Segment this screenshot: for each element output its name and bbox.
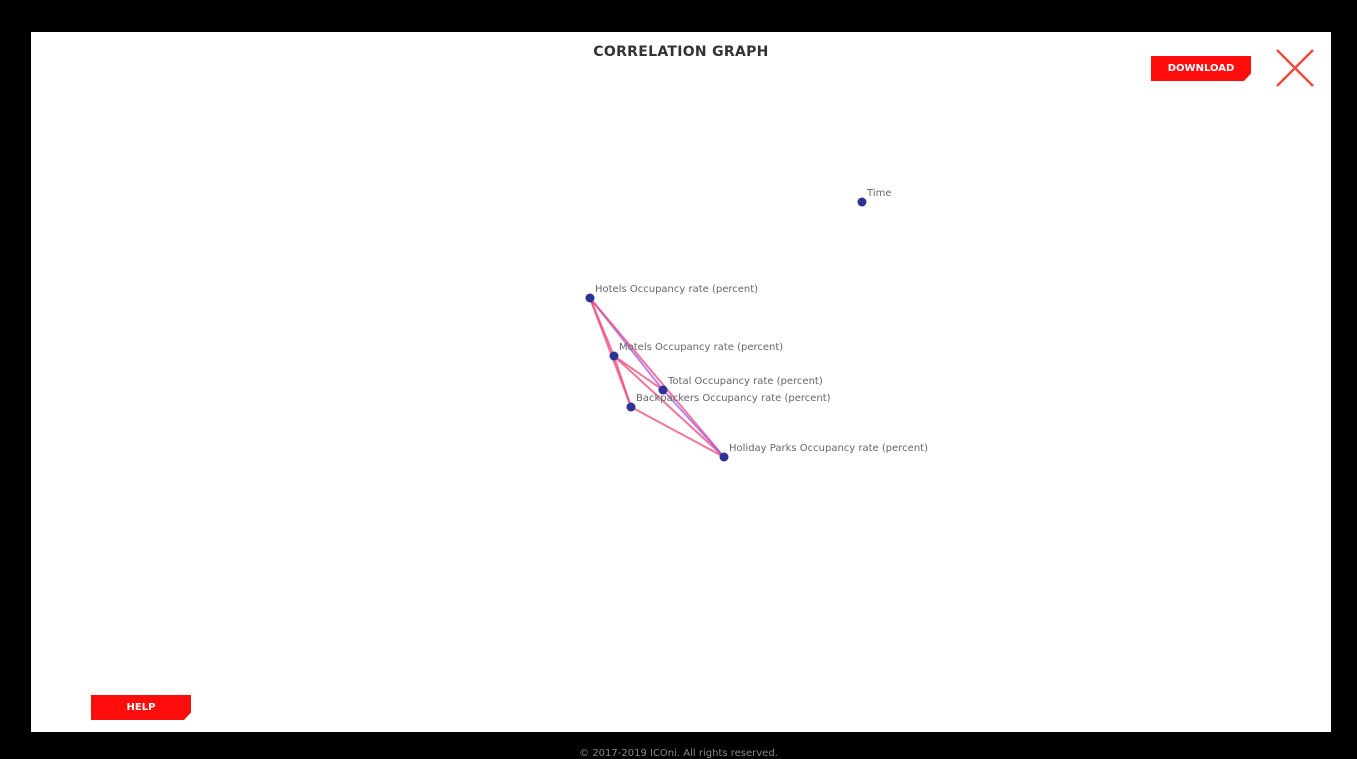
graph-edge-motels-total — [613, 355, 664, 391]
graph-node-label-hotels: Hotels Occupancy rate (percent) — [595, 284, 758, 295]
graph-node-backpackers[interactable] — [626, 402, 636, 412]
graph-node-total[interactable] — [658, 385, 668, 395]
graph-node-label-holiday: Holiday Parks Occupancy rate (percent) — [729, 443, 928, 454]
graph-edge-total-holiday — [662, 389, 725, 458]
graph-edge-hotels-holiday — [589, 297, 725, 458]
correlation-graph-modal: CORRELATION GRAPH DOWNLOAD Time Hotels Oc… — [31, 32, 1331, 732]
correlation-graph: Time Hotels Occupancy rate (percent) Motel… — [585, 188, 928, 462]
graph-node-label-backpackers: Backpackers Occupancy rate (percent) — [636, 393, 831, 404]
graph-node-label-time: Time — [866, 188, 891, 199]
help-button[interactable]: HELP — [91, 695, 191, 720]
download-button[interactable]: DOWNLOAD — [1151, 56, 1251, 81]
graph-node-holiday[interactable] — [719, 452, 729, 462]
graph-node-time[interactable] — [857, 197, 867, 207]
graph-node-label-motels: Motels Occupancy rate (percent) — [619, 342, 783, 353]
close-icon[interactable] — [1275, 48, 1315, 88]
footer-copyright: © 2017-2019 ICOni. All rights reserved. — [579, 748, 778, 759]
modal-title: CORRELATION GRAPH — [593, 44, 769, 60]
graph-edge-hotels-backpackers — [589, 297, 632, 408]
graph-edge-motels-holiday — [613, 355, 725, 458]
graph-edge-backpackers-holiday — [630, 406, 725, 458]
graph-node-motels[interactable] — [609, 351, 619, 361]
graph-node-hotels[interactable] — [585, 293, 595, 303]
graph-node-label-total: Total Occupancy rate (percent) — [667, 376, 823, 387]
